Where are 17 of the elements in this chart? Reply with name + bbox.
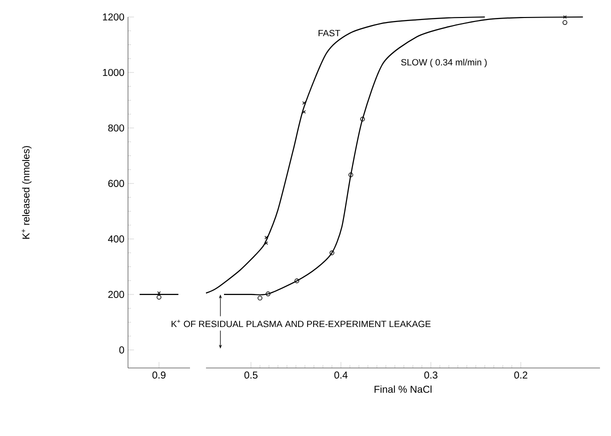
y-axis-title: K$^{+}$ released (nmoles) bbox=[22, 146, 32, 239]
x-axis-title: Final % NaCl bbox=[374, 385, 432, 393]
y-tick-label: 200 bbox=[108, 290, 124, 298]
y-tick-label: 600 bbox=[108, 180, 124, 188]
x-tick-label: 0.4 bbox=[334, 372, 348, 379]
y-tick-label: 1000 bbox=[102, 68, 124, 76]
y-tick-label: 0 bbox=[119, 346, 124, 354]
x-tick-label: 0.5 bbox=[244, 372, 258, 379]
y-tick-label: 1200 bbox=[102, 13, 124, 21]
x-tick-label: 0.3 bbox=[424, 372, 438, 379]
y-tick-label: 400 bbox=[108, 235, 124, 242]
x-tick-label: 0.2 bbox=[514, 372, 528, 379]
series-label: SLOW ( 0.34 ml/min ) bbox=[401, 58, 487, 68]
series-label: FAST bbox=[318, 30, 340, 36]
annotation: K$^{+}$ OF RESIDUAL PLASMA AND PRE-EXPERIMENT LEAKAGE bbox=[172, 320, 431, 328]
x-tick-label: 0.9 bbox=[152, 372, 166, 379]
y-tick-label: 800 bbox=[108, 124, 124, 132]
